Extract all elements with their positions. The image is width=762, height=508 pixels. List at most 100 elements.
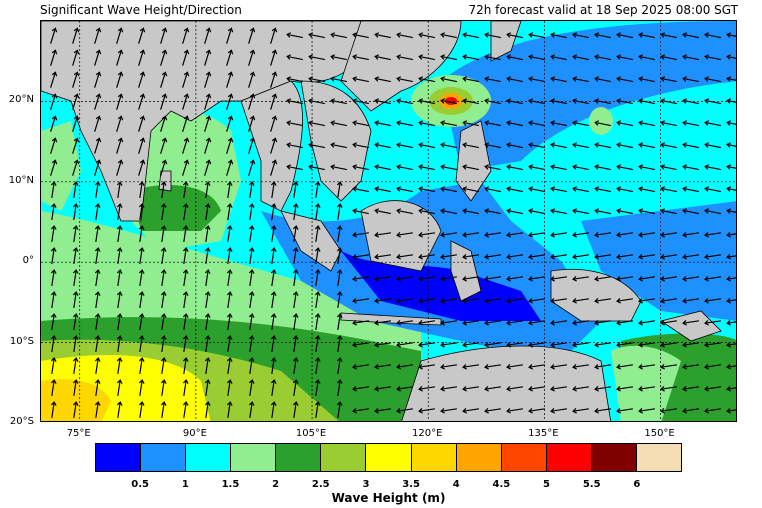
wave-arrow bbox=[704, 363, 721, 370]
wave-arrow bbox=[248, 71, 256, 88]
wave-arrow bbox=[682, 407, 699, 414]
wave-arrow bbox=[336, 203, 343, 220]
wave-arrow bbox=[528, 186, 545, 193]
latitude-label: 10°S bbox=[9, 335, 34, 347]
wave-arrow bbox=[418, 385, 435, 392]
wave-arrow bbox=[352, 297, 369, 304]
wave-arrow bbox=[50, 313, 57, 330]
wave-arrow bbox=[248, 49, 256, 66]
wave-arrow bbox=[308, 142, 325, 149]
wave-arrow bbox=[550, 407, 567, 414]
wave-arrow bbox=[572, 319, 589, 326]
wave-arrow bbox=[528, 275, 545, 282]
wave-arrow bbox=[638, 98, 655, 105]
map-gridlines bbox=[41, 21, 736, 421]
wave-arrow bbox=[308, 32, 325, 39]
wave-arrow bbox=[160, 291, 167, 308]
colorbar-tick-label: 5 bbox=[543, 479, 551, 490]
wave-arrow bbox=[336, 401, 343, 418]
wave-arrow bbox=[138, 247, 145, 264]
wave-arrow bbox=[594, 319, 611, 326]
wave-arrow bbox=[396, 76, 413, 83]
wave-arrow bbox=[182, 401, 189, 418]
wave-arrow bbox=[506, 275, 523, 282]
wave-arrow bbox=[440, 297, 457, 304]
wave-arrow bbox=[484, 98, 501, 105]
wave-height-map bbox=[40, 20, 737, 422]
wave-arrow bbox=[94, 291, 101, 308]
wave-arrow bbox=[550, 164, 567, 171]
wave-arrow bbox=[226, 379, 233, 396]
wave-arrow bbox=[396, 341, 413, 348]
wave-arrow bbox=[550, 253, 567, 260]
wave-arrow bbox=[374, 186, 391, 193]
wave-arrow bbox=[374, 407, 391, 414]
wave-arrow bbox=[336, 313, 343, 330]
wave-arrow bbox=[704, 120, 721, 127]
wave-arrow bbox=[204, 137, 212, 154]
wave-arrow bbox=[116, 71, 124, 88]
wave-arrow bbox=[506, 32, 523, 39]
wave-arrow bbox=[396, 98, 413, 105]
wave-arrow bbox=[270, 401, 277, 418]
wave-arrow bbox=[396, 142, 413, 149]
wave-arrow bbox=[462, 275, 479, 282]
longitude-label: 150°E bbox=[644, 428, 675, 439]
wave-arrow bbox=[616, 54, 633, 61]
wave-arrow bbox=[484, 319, 501, 326]
wave-arrow bbox=[418, 253, 435, 260]
wave-arrow bbox=[94, 401, 101, 418]
longitude-label: 120°E bbox=[412, 428, 443, 439]
wave-arrow bbox=[572, 385, 589, 392]
wave-arrow bbox=[138, 379, 145, 396]
wave-arrow bbox=[182, 203, 189, 220]
wave-arrow bbox=[616, 186, 633, 193]
latitude-label: 10°N bbox=[8, 174, 34, 186]
wave-arrow bbox=[160, 269, 167, 286]
wave-arrow bbox=[374, 363, 391, 370]
wave-arrow bbox=[138, 401, 145, 418]
wave-arrow bbox=[638, 231, 655, 238]
wave-arrow bbox=[374, 120, 391, 127]
wave-arrow bbox=[116, 401, 123, 418]
wave-arrow bbox=[248, 93, 256, 110]
wave-arrow bbox=[116, 269, 123, 286]
wave-arrow bbox=[314, 181, 321, 198]
wave-arrow bbox=[418, 341, 435, 348]
wave-arrow bbox=[572, 297, 589, 304]
wave-arrow bbox=[528, 32, 545, 39]
wave-arrow bbox=[160, 379, 167, 396]
wave-arrow bbox=[484, 363, 501, 370]
wave-arrow bbox=[160, 71, 168, 88]
colorbar-tick-label: 3 bbox=[362, 479, 370, 490]
wave-arrow bbox=[248, 27, 256, 44]
wave-arrow bbox=[204, 357, 211, 374]
longitude-label: 75°E bbox=[66, 428, 91, 439]
wave-arrow bbox=[440, 142, 457, 149]
wave-arrow bbox=[462, 253, 479, 260]
map-title: Significant Wave Height/Direction bbox=[40, 3, 242, 17]
wave-arrow bbox=[704, 98, 721, 105]
wave-arrow bbox=[138, 159, 146, 176]
wave-arrow bbox=[726, 120, 736, 126]
wave-arrow bbox=[286, 142, 303, 149]
wave-arrow bbox=[292, 357, 299, 374]
wave-arrow bbox=[418, 164, 435, 171]
wave-arrow bbox=[314, 225, 321, 242]
wave-arrow bbox=[330, 120, 347, 127]
wave-arrow bbox=[226, 71, 234, 88]
wave-arrow bbox=[50, 181, 57, 198]
colorbar-tick-label: 2.5 bbox=[311, 479, 330, 490]
wave-arrow bbox=[50, 269, 57, 286]
wave-arrow bbox=[726, 142, 736, 148]
wave-arrow bbox=[226, 269, 233, 286]
wave-arrow bbox=[594, 142, 611, 149]
wave-arrow bbox=[726, 186, 736, 192]
wave-arrow bbox=[462, 319, 479, 326]
wave-arrow bbox=[550, 363, 567, 370]
wave-arrow bbox=[616, 208, 633, 215]
colorbar-tick-label: 4.5 bbox=[492, 479, 511, 490]
wave-arrow bbox=[248, 335, 255, 352]
wave-arrow bbox=[462, 341, 479, 348]
wave-arrow bbox=[182, 335, 189, 352]
